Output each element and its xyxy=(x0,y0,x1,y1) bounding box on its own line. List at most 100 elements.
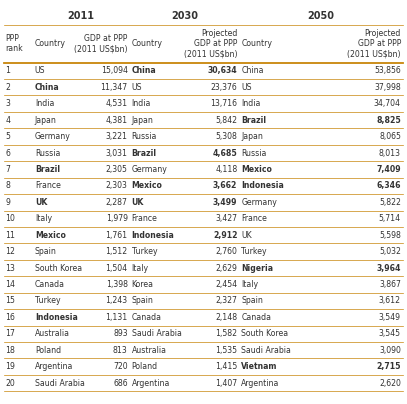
Text: Indonesia: Indonesia xyxy=(241,181,284,190)
Text: 2,760: 2,760 xyxy=(216,247,237,256)
Text: 5,714: 5,714 xyxy=(379,214,401,223)
Text: 2030: 2030 xyxy=(171,11,198,21)
Text: UK: UK xyxy=(241,231,252,240)
Text: 1,582: 1,582 xyxy=(215,329,237,338)
Text: 5,032: 5,032 xyxy=(379,247,401,256)
Text: 1,979: 1,979 xyxy=(106,214,128,223)
Text: South Korea: South Korea xyxy=(241,329,289,338)
Text: 4,118: 4,118 xyxy=(215,165,237,174)
Text: Spain: Spain xyxy=(132,297,153,305)
Text: 30,634: 30,634 xyxy=(208,66,237,76)
Text: 5,842: 5,842 xyxy=(215,116,237,125)
Text: Mexico: Mexico xyxy=(241,165,272,174)
Text: 8,013: 8,013 xyxy=(379,149,401,158)
Text: 2,912: 2,912 xyxy=(213,231,237,240)
Text: Argentina: Argentina xyxy=(241,379,280,387)
Text: 1,512: 1,512 xyxy=(105,247,128,256)
Text: 4,381: 4,381 xyxy=(105,116,128,125)
Text: 2,148: 2,148 xyxy=(215,313,237,322)
Text: Country: Country xyxy=(35,39,66,48)
Text: 53,856: 53,856 xyxy=(374,66,401,76)
Text: 6,346: 6,346 xyxy=(376,181,401,190)
Text: 1: 1 xyxy=(5,66,10,76)
Text: 1,243: 1,243 xyxy=(105,297,128,305)
Text: 19: 19 xyxy=(5,362,15,371)
Text: France: France xyxy=(241,214,267,223)
Text: Spain: Spain xyxy=(35,247,57,256)
Text: 18: 18 xyxy=(5,346,15,355)
Text: Russia: Russia xyxy=(35,149,60,158)
Text: 2,454: 2,454 xyxy=(215,280,237,289)
Text: India: India xyxy=(35,99,54,108)
Text: Japan: Japan xyxy=(35,116,57,125)
Text: 3,867: 3,867 xyxy=(379,280,401,289)
Text: India: India xyxy=(241,99,261,108)
Text: Mexico: Mexico xyxy=(35,231,66,240)
Text: 3,090: 3,090 xyxy=(379,346,401,355)
Text: Turkey: Turkey xyxy=(241,247,267,256)
Text: 13,716: 13,716 xyxy=(210,99,237,108)
Text: 1,761: 1,761 xyxy=(105,231,128,240)
Text: Japan: Japan xyxy=(132,116,153,125)
Text: 2,327: 2,327 xyxy=(216,297,237,305)
Text: 2,305: 2,305 xyxy=(106,165,128,174)
Text: 2: 2 xyxy=(5,83,10,92)
Text: Brazil: Brazil xyxy=(132,149,157,158)
Text: 20: 20 xyxy=(5,379,15,387)
Text: 8,065: 8,065 xyxy=(379,132,401,141)
Text: Russia: Russia xyxy=(132,132,157,141)
Text: GDP at PPP
(2011 US$bn): GDP at PPP (2011 US$bn) xyxy=(74,34,128,53)
Text: 1,504: 1,504 xyxy=(105,263,128,273)
Text: Italy: Italy xyxy=(35,214,52,223)
Text: 720: 720 xyxy=(113,362,128,371)
Text: 3,612: 3,612 xyxy=(379,297,401,305)
Text: 2,715: 2,715 xyxy=(376,362,401,371)
Text: 2,620: 2,620 xyxy=(379,379,401,387)
Text: Korea: Korea xyxy=(132,280,154,289)
Text: 6: 6 xyxy=(5,149,10,158)
Text: Italy: Italy xyxy=(241,280,258,289)
Text: Poland: Poland xyxy=(132,362,158,371)
Text: Brazil: Brazil xyxy=(35,165,60,174)
Text: 3,964: 3,964 xyxy=(376,263,401,273)
Text: 12: 12 xyxy=(5,247,15,256)
Text: 5,598: 5,598 xyxy=(379,231,401,240)
Text: China: China xyxy=(241,66,264,76)
Text: 2050: 2050 xyxy=(308,11,335,21)
Text: Australia: Australia xyxy=(132,346,167,355)
Text: Japan: Japan xyxy=(241,132,263,141)
Text: UK: UK xyxy=(35,198,47,207)
Text: Germany: Germany xyxy=(132,165,168,174)
Text: 3,499: 3,499 xyxy=(213,198,237,207)
Text: 8,825: 8,825 xyxy=(376,116,401,125)
Text: Argentina: Argentina xyxy=(132,379,170,387)
Text: 4,685: 4,685 xyxy=(212,149,237,158)
Text: Germany: Germany xyxy=(35,132,71,141)
Text: 3: 3 xyxy=(5,99,10,108)
Text: 11: 11 xyxy=(5,231,15,240)
Text: Saudi Arabia: Saudi Arabia xyxy=(132,329,182,338)
Text: 3,545: 3,545 xyxy=(379,329,401,338)
Text: Projected
GDP at PPP
(2011 US$bn): Projected GDP at PPP (2011 US$bn) xyxy=(348,29,401,59)
Text: 893: 893 xyxy=(113,329,128,338)
Text: Spain: Spain xyxy=(241,297,263,305)
Text: Poland: Poland xyxy=(35,346,61,355)
Text: 23,376: 23,376 xyxy=(211,83,237,92)
Text: Nigeria: Nigeria xyxy=(241,263,274,273)
Text: Russia: Russia xyxy=(241,149,267,158)
Text: UK: UK xyxy=(132,198,144,207)
Text: Turkey: Turkey xyxy=(132,247,158,256)
Text: Canada: Canada xyxy=(241,313,271,322)
Text: 37,998: 37,998 xyxy=(374,83,401,92)
Text: 8: 8 xyxy=(5,181,10,190)
Text: 34,704: 34,704 xyxy=(374,99,401,108)
Text: Vietnam: Vietnam xyxy=(241,362,278,371)
Text: 3,427: 3,427 xyxy=(215,214,237,223)
Text: Indonesia: Indonesia xyxy=(35,313,77,322)
Text: 2,629: 2,629 xyxy=(216,263,237,273)
Text: 1,407: 1,407 xyxy=(215,379,237,387)
Text: South Korea: South Korea xyxy=(35,263,82,273)
Text: Canada: Canada xyxy=(35,280,65,289)
Text: 2,303: 2,303 xyxy=(106,181,128,190)
Text: 7: 7 xyxy=(5,165,10,174)
